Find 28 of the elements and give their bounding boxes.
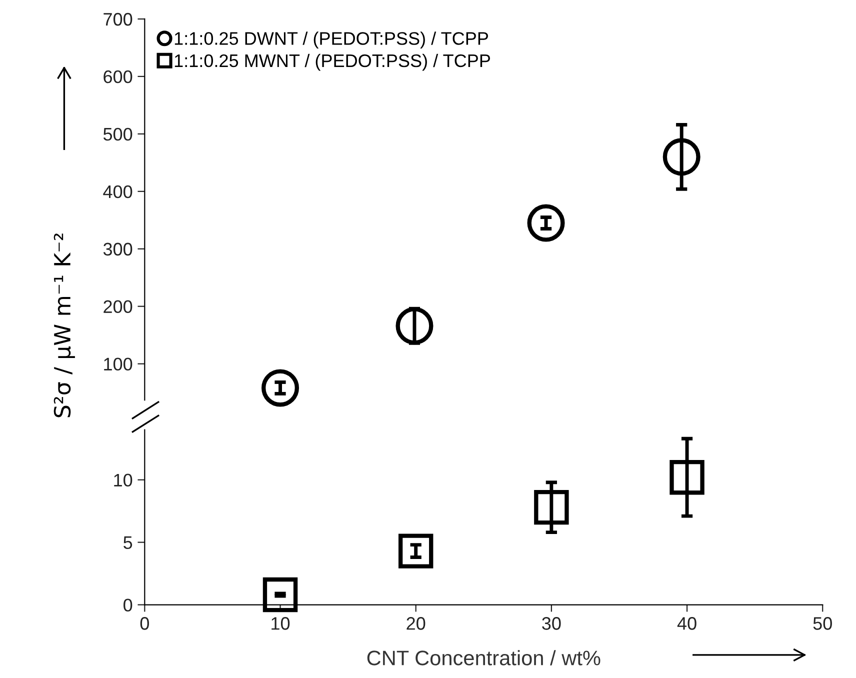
y-axis-title: S²σ / μW m⁻¹ K⁻² bbox=[54, 234, 75, 418]
x-tick-label: 20 bbox=[406, 617, 426, 630]
y-tick-label: 100 bbox=[104, 358, 132, 371]
y-tick-label: 10 bbox=[114, 474, 132, 487]
y-tick-label: 400 bbox=[103, 185, 132, 198]
y-tick-label: 0 bbox=[124, 598, 132, 612]
x-axis-title: CNT Concentration / wt% bbox=[367, 650, 600, 666]
text: 1:1:0.25 MWNT / (PEDOT:PSS) / TCPP bbox=[174, 54, 490, 71]
x-tick-label: 30 bbox=[542, 617, 561, 630]
point bbox=[662, 138, 700, 176]
y-tick-label: 5 bbox=[124, 536, 132, 550]
x-tick-label: 50 bbox=[813, 617, 832, 630]
y-tick-label: 200 bbox=[104, 300, 132, 314]
y-tick-label: 500 bbox=[103, 128, 132, 141]
point bbox=[262, 369, 300, 407]
point bbox=[534, 490, 569, 525]
x-tick-label: 40 bbox=[677, 617, 696, 630]
point bbox=[670, 460, 704, 495]
y-tick-label: 300 bbox=[103, 242, 132, 256]
point bbox=[527, 204, 565, 242]
point bbox=[396, 307, 434, 345]
point bbox=[262, 577, 298, 612]
y-tick-label: 600 bbox=[104, 70, 132, 84]
legend-label: 1:1:0.25 DWNT / (PEDOT:PSS) / TCPP bbox=[174, 32, 488, 48]
x-tick-label: 10 bbox=[272, 617, 290, 630]
point bbox=[398, 534, 434, 568]
y-tick-label: 700 bbox=[104, 12, 132, 26]
x-tick-label: 0 bbox=[140, 617, 149, 630]
